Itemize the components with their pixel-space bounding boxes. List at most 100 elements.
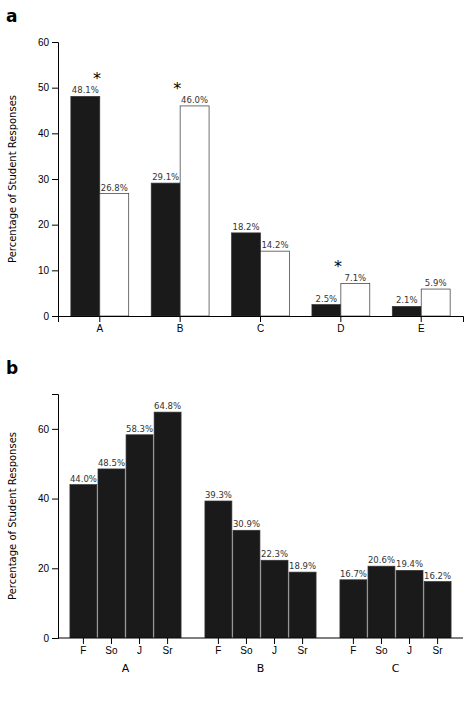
x-tick-label: C <box>257 323 264 334</box>
y-tick: 0 <box>43 633 58 644</box>
y-tick: 40 <box>38 493 58 504</box>
y-axis-title: Percentage of Student Responses <box>7 432 18 600</box>
x-tick: So <box>375 638 388 656</box>
panel-label: a <box>6 6 17 26</box>
x-tick-label: E <box>418 323 425 334</box>
x-tick-label: So <box>240 645 253 656</box>
x-tick: So <box>105 638 118 656</box>
x-axis-line <box>59 317 464 323</box>
y-tick-mark <box>52 133 58 134</box>
y-tick-label: 0 <box>43 633 49 644</box>
x-tick-label: So <box>375 645 388 656</box>
x-tick: J <box>272 638 277 656</box>
y-tick: 20 <box>38 563 58 574</box>
y-tick-label: 10 <box>38 265 50 276</box>
data-label: 58.3% <box>126 424 153 434</box>
x-tick-label: Sr <box>298 645 309 656</box>
bar <box>424 582 451 638</box>
y-tick: 50 <box>38 82 58 93</box>
y-tick-label: 50 <box>38 82 50 93</box>
x-tick-label: F <box>350 645 356 656</box>
y-tick-label: 60 <box>38 424 50 435</box>
x-tick-mark <box>421 316 422 322</box>
x-tick: E <box>418 316 425 334</box>
panel: 0204060FSoJSrAFSoJSrBFSoJSrC44.0%48.5%58… <box>6 358 463 675</box>
data-label: 29.1% <box>152 172 179 182</box>
data-label: 30.9% <box>233 519 260 529</box>
x-tick-label: F <box>215 645 221 656</box>
x-tick: J <box>407 638 412 656</box>
x-tick: So <box>240 638 253 656</box>
y-tick: 10 <box>38 265 58 276</box>
x-tick-label: B <box>177 323 184 334</box>
bar <box>180 106 209 316</box>
data-label: 46.0% <box>181 95 208 105</box>
x-tick: F <box>350 638 356 656</box>
x-tick: A <box>96 316 103 334</box>
data-label: 16.2% <box>424 571 451 581</box>
x-tick-label: J <box>407 645 412 656</box>
bar <box>368 566 395 638</box>
y-tick-label: 60 <box>38 37 50 48</box>
bar <box>100 194 129 316</box>
x-tick-mark <box>340 316 341 322</box>
bar <box>205 501 232 638</box>
x-tick: B <box>177 316 184 334</box>
y-tick-label: 0 <box>43 311 49 322</box>
group-label: C <box>392 662 400 675</box>
y-tick-label: 20 <box>38 563 50 574</box>
group-label: B <box>257 662 265 675</box>
bar <box>151 183 180 316</box>
x-tick-label: A <box>96 323 103 334</box>
bar <box>71 96 100 316</box>
data-label: 26.8% <box>101 183 128 193</box>
y-tick-mark <box>52 316 58 317</box>
data-label: 64.8% <box>154 401 181 411</box>
x-tick-label: D <box>337 323 344 334</box>
data-label: 16.7% <box>340 569 367 579</box>
x-axis: FSoJSr <box>80 638 173 656</box>
y-tick: 60 <box>38 37 58 48</box>
data-label: 2.5% <box>316 294 338 304</box>
y-tick-mark <box>52 499 58 500</box>
bar <box>232 233 261 316</box>
x-tick-label: Sr <box>433 645 444 656</box>
data-label: 14.2% <box>261 240 288 250</box>
bar <box>341 284 370 316</box>
y-axis: 0 10 20 30 40 50 60 <box>38 37 59 322</box>
x-tick-mark <box>218 638 219 644</box>
data-label: 20.6% <box>368 555 395 565</box>
x-tick-label: Sr <box>163 645 174 656</box>
bar <box>70 485 97 638</box>
data-label: 18.2% <box>233 222 260 232</box>
data-label: 5.9% <box>425 278 447 288</box>
x-tick: F <box>215 638 221 656</box>
x-tick-mark <box>180 316 181 322</box>
panel-label: b <box>6 358 18 378</box>
x-tick: J <box>137 638 142 656</box>
x-tick: C <box>257 316 264 334</box>
x-tick: D <box>337 316 344 334</box>
y-tick-label: 30 <box>38 174 50 185</box>
bar <box>396 570 423 638</box>
bar <box>340 580 367 638</box>
y-tick: 40 <box>38 128 58 139</box>
y-tick: 0 <box>43 311 58 322</box>
data-label: 22.3% <box>261 549 288 559</box>
y-axis-line <box>52 395 59 639</box>
x-tick-mark <box>409 638 410 644</box>
x-tick-mark <box>111 638 112 644</box>
x-axis: F So J Sr <box>350 638 443 656</box>
x-tick-mark <box>353 638 354 644</box>
x-tick-mark <box>246 638 247 644</box>
x-tick-mark <box>167 638 168 644</box>
x-tick-label: So <box>105 645 118 656</box>
x-tick-mark <box>437 638 438 644</box>
x-tick: Sr <box>433 638 444 656</box>
y-tick-mark <box>52 179 58 180</box>
bar <box>312 305 341 316</box>
x-tick-mark <box>302 638 303 644</box>
y-tick: 20 <box>38 219 58 230</box>
group-label: A <box>122 662 130 675</box>
y-tick-mark <box>52 225 58 226</box>
